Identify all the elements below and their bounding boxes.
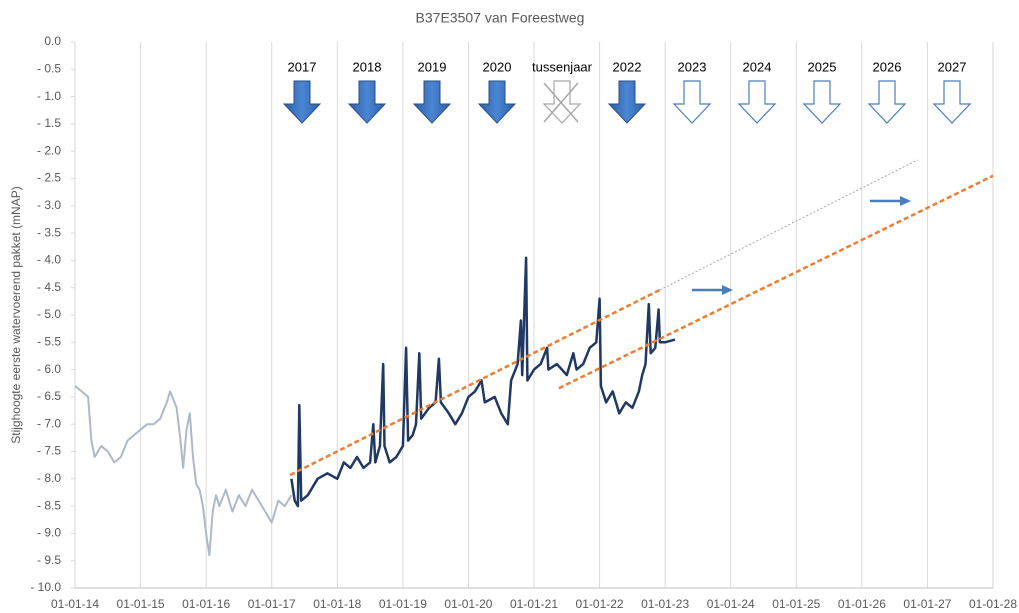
y-tick-label: - 9.5: [37, 553, 61, 567]
y-tick-label: 0.0: [44, 34, 61, 48]
arrow-outline: [932, 80, 972, 124]
x-tick-label: 01-01-28: [969, 597, 1017, 611]
x-tick-label: 01-01-27: [903, 597, 951, 611]
x-tick-label: 01-01-26: [838, 597, 886, 611]
y-tick-label: - 1.0: [37, 89, 61, 103]
y-tick-label: - 1.5: [37, 116, 61, 130]
year-label: 2026: [873, 59, 902, 74]
x-tick-label: 01-01-24: [707, 597, 755, 611]
y-tick-label: - 2.0: [37, 143, 61, 157]
year-label: 2024: [743, 59, 772, 74]
arrow-filled: [607, 80, 647, 124]
y-tick-label: - 3.5: [37, 225, 61, 239]
grid: 0.0 - 0.5 - 1.0 - 1.5 - 2.0 - 2.5 - 3.0 - 3.5 - …: [30, 34, 1017, 611]
year-label: 2027: [938, 59, 967, 74]
arrow-filled: [477, 80, 517, 124]
series-line: [659, 159, 918, 291]
year-label: 2017: [288, 59, 317, 74]
arrow-filled: [347, 80, 387, 124]
chart-title: B37E3507 van Foreestweg: [416, 10, 585, 26]
year-label: 2019: [418, 59, 447, 74]
y-tick-label: - 8.5: [37, 498, 61, 512]
y-axis-title: Stijghoogte eerste watervoerend pakket (…: [9, 186, 23, 443]
year-label: 2018: [353, 59, 382, 74]
year-markers: 2017 2018 2019 2020 tussenjaar 2022 2023 2024 20…: [282, 59, 972, 124]
year-label: 2020: [483, 59, 512, 74]
arrow-outline: [802, 80, 842, 124]
year-label: 2023: [678, 59, 707, 74]
y-tick-label: - 5.0: [37, 307, 61, 321]
x-tick-label: 01-01-21: [510, 597, 558, 611]
arrow-filled: [282, 80, 322, 124]
x-tick-label: 01-01-22: [576, 597, 624, 611]
series-line: [290, 256, 676, 508]
direction-arrow: [870, 196, 911, 206]
series-line: [289, 288, 661, 477]
year-label: 2022: [613, 59, 642, 74]
x-tick-label: 01-01-20: [444, 597, 492, 611]
x-tick-label: 01-01-18: [313, 597, 361, 611]
y-tick-label: - 6.5: [37, 389, 61, 403]
x-tick-label: 01-01-16: [182, 597, 230, 611]
y-tick-label: - 10.0: [30, 580, 61, 594]
series-line: [74, 385, 293, 557]
series-line: [558, 174, 994, 390]
x-tick-label: 01-01-25: [772, 597, 820, 611]
arrow-outline: [737, 80, 777, 124]
y-tick-label: - 7.5: [37, 444, 61, 458]
arrow-outline: [672, 80, 712, 124]
y-tick-label: - 0.5: [37, 61, 61, 75]
y-tick-label: - 8.0: [37, 471, 61, 485]
arrow-outline: [867, 80, 907, 124]
direction-arrow: [692, 285, 733, 295]
y-tick-label: - 4.5: [37, 280, 61, 294]
plot-area: [74, 159, 994, 557]
y-tick-label: - 6.0: [37, 362, 61, 376]
y-tick-label: - 9.0: [37, 526, 61, 540]
x-tick-label: 01-01-14: [51, 597, 99, 611]
x-tick-label: 01-01-23: [641, 597, 689, 611]
year-label: tussenjaar: [532, 59, 593, 74]
cross: [543, 82, 579, 123]
x-tick-label: 01-01-19: [379, 597, 427, 611]
x-tick-label: 01-01-17: [248, 597, 296, 611]
y-tick-label: - 5.5: [37, 334, 61, 348]
y-tick-label: - 7.0: [37, 416, 61, 430]
arrow-filled: [412, 80, 452, 124]
x-tick-label: 01-01-15: [117, 597, 165, 611]
year-label: 2025: [808, 59, 837, 74]
y-tick-label: - 3.0: [37, 198, 61, 212]
y-tick-label: - 2.5: [37, 171, 61, 185]
y-tick-label: - 4.0: [37, 253, 61, 267]
